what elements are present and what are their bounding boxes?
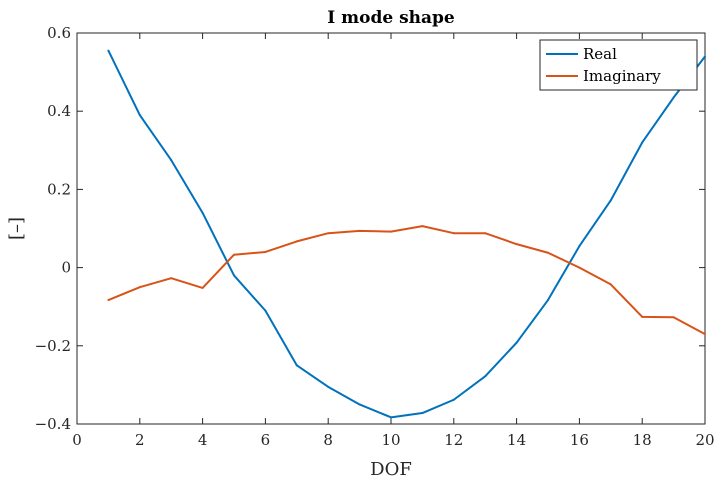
y-axis-title: [–] — [6, 217, 27, 240]
data-point-imaginary — [233, 253, 235, 256]
data-point-imaginary — [421, 225, 424, 228]
series-layer — [107, 49, 706, 419]
chart-title: I mode shape — [327, 8, 455, 28]
data-point-real — [704, 55, 706, 58]
x-tick-label: 20 — [695, 431, 714, 449]
data-point-real — [547, 299, 549, 302]
data-point-imaginary — [358, 229, 361, 232]
x-tick-label: 6 — [261, 431, 271, 449]
data-point-imaginary — [609, 283, 612, 286]
x-tick-label: 2 — [135, 431, 145, 449]
y-tick-label: 0 — [61, 259, 71, 277]
data-point-imaginary — [327, 232, 330, 235]
legend-label-imaginary: Imaginary — [583, 67, 661, 85]
data-point-real — [641, 141, 644, 144]
x-tick-label: 0 — [72, 431, 82, 449]
data-point-imaginary — [170, 277, 173, 280]
x-tick-label: 4 — [198, 431, 208, 449]
data-point-real — [138, 114, 141, 117]
plot-area: 0 2 4 6 8 10 12 14 16 18 20 −0.4 −0.2 0 0.2 0.4 0.6 — [35, 24, 715, 449]
legend: Real Imaginary — [539, 39, 698, 91]
data-point-imaginary — [515, 243, 518, 246]
x-axis-title: DOF — [370, 459, 412, 480]
data-point-imaginary — [484, 232, 487, 235]
x-tick-label: 16 — [570, 431, 589, 449]
data-point-real — [295, 364, 298, 367]
data-point-imaginary — [390, 230, 392, 233]
y-tick-label: 0.6 — [47, 24, 71, 42]
data-point-imaginary — [107, 299, 110, 302]
data-point-imaginary — [452, 232, 455, 235]
x-tick-label: 10 — [381, 431, 400, 449]
data-point-real — [170, 159, 173, 162]
y-tick-label: 0.2 — [47, 180, 71, 198]
data-point-real — [609, 199, 612, 202]
data-point-real — [264, 309, 267, 312]
data-point-imaginary — [295, 240, 298, 243]
data-point-imaginary — [264, 250, 267, 253]
data-point-real — [578, 245, 581, 248]
data-point-real — [233, 274, 235, 277]
data-point-imaginary — [672, 316, 675, 319]
x-tick-label: 8 — [323, 431, 333, 449]
legend-label-real: Real — [583, 45, 617, 63]
series-line-imaginary — [108, 225, 706, 335]
data-point-real — [515, 341, 518, 344]
x-tick-label: 18 — [633, 431, 652, 449]
series-line-real — [107, 50, 706, 419]
x-tick-label: 12 — [444, 431, 463, 449]
data-point-real — [358, 403, 361, 406]
legend-box — [539, 39, 698, 91]
data-point-real — [327, 385, 330, 388]
axes-box — [76, 32, 706, 425]
data-point-imaginary — [578, 266, 581, 269]
axis-ticks: 0 2 4 6 8 10 12 14 16 18 20 −0.4 −0.2 0 0.2 0.4 0.6 — [35, 24, 715, 449]
data-point-imaginary — [704, 333, 706, 336]
data-point-real — [672, 96, 675, 99]
x-tick-label: 14 — [507, 431, 526, 449]
data-point-real — [421, 412, 424, 415]
data-point-real — [484, 375, 487, 378]
data-point-real — [201, 211, 204, 214]
y-tick-label: 0.4 — [47, 102, 71, 120]
data-point-imaginary — [138, 286, 141, 289]
data-point-real — [390, 416, 392, 419]
data-point-imaginary — [547, 251, 549, 254]
data-point-real — [107, 49, 110, 52]
data-point-imaginary — [201, 286, 204, 289]
data-point-real — [452, 398, 455, 401]
y-tick-label: −0.4 — [35, 415, 71, 433]
data-point-imaginary — [641, 315, 644, 318]
y-tick-label: −0.2 — [35, 337, 71, 355]
